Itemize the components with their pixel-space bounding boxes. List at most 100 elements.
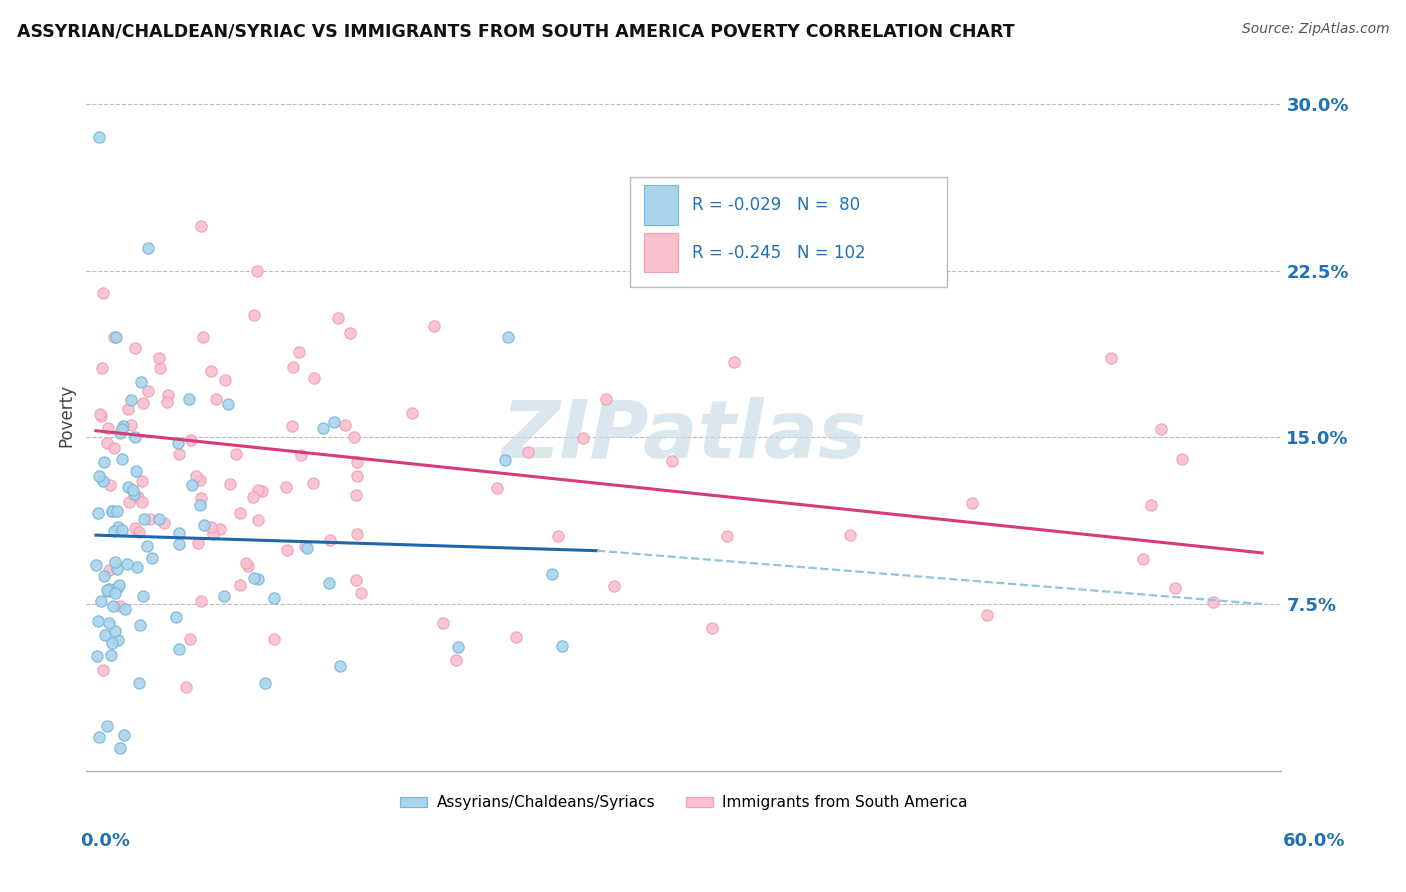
Point — [242, 490, 264, 504]
Point — [167, 436, 190, 450]
FancyBboxPatch shape — [630, 177, 946, 287]
Point — [960, 496, 983, 510]
Point — [96, 435, 118, 450]
Point — [103, 442, 125, 456]
Point — [131, 474, 153, 488]
Point — [117, 495, 139, 509]
Point — [97, 563, 120, 577]
Point — [111, 419, 134, 434]
Point — [93, 455, 115, 469]
Point — [127, 490, 149, 504]
Point — [89, 407, 111, 421]
Point — [716, 529, 738, 543]
Point — [167, 642, 190, 657]
Point — [97, 584, 120, 599]
Point — [205, 392, 228, 406]
Point — [122, 483, 145, 497]
Point — [90, 593, 112, 607]
Point — [246, 263, 269, 277]
Point — [295, 541, 318, 556]
Point — [700, 621, 723, 635]
Point — [104, 556, 127, 570]
Point — [124, 430, 146, 444]
Point — [200, 364, 222, 378]
Point — [87, 506, 110, 520]
Point — [1163, 581, 1185, 595]
Point — [214, 373, 236, 387]
Point — [423, 319, 446, 334]
Point — [165, 609, 187, 624]
Point — [302, 370, 325, 384]
Text: Source: ZipAtlas.com: Source: ZipAtlas.com — [1241, 22, 1389, 37]
Point — [447, 640, 470, 654]
Point — [108, 599, 131, 614]
Point — [243, 308, 266, 322]
Point — [125, 464, 148, 478]
Point — [517, 445, 540, 459]
Point — [96, 719, 118, 733]
Point — [200, 519, 222, 533]
Point — [114, 602, 136, 616]
Point — [217, 397, 239, 411]
Point — [343, 430, 366, 444]
Point — [138, 242, 160, 256]
Point — [93, 568, 115, 582]
Point — [283, 360, 305, 375]
Point — [290, 448, 312, 462]
Point — [311, 421, 333, 435]
Point — [117, 402, 139, 417]
Text: 0.0%: 0.0% — [80, 832, 131, 850]
Point — [177, 392, 200, 407]
Point — [263, 591, 285, 605]
Point — [148, 512, 170, 526]
Point — [108, 741, 131, 756]
Point — [132, 512, 155, 526]
Point — [87, 130, 110, 145]
Point — [288, 345, 311, 359]
Point — [326, 311, 349, 326]
Point — [135, 539, 157, 553]
Point — [90, 409, 112, 424]
Point — [91, 285, 114, 300]
Point — [186, 469, 208, 483]
Point — [1170, 451, 1192, 466]
Point — [344, 488, 367, 502]
Point — [169, 525, 191, 540]
Point — [401, 406, 423, 420]
Point — [541, 566, 564, 581]
Point — [329, 659, 352, 673]
Point — [149, 361, 172, 376]
Point — [153, 516, 176, 531]
Point — [107, 520, 129, 534]
Point — [212, 589, 235, 603]
Point — [120, 417, 142, 432]
Point — [1139, 498, 1161, 512]
Point — [1099, 351, 1122, 365]
Point — [108, 577, 131, 591]
Point — [505, 631, 527, 645]
Point — [124, 521, 146, 535]
Point — [190, 594, 212, 608]
Point — [105, 503, 128, 517]
Point — [444, 652, 467, 666]
Point — [188, 498, 211, 512]
Point — [107, 633, 129, 648]
Point — [976, 607, 998, 622]
Point — [120, 392, 142, 407]
Point — [246, 483, 269, 497]
Point — [128, 525, 150, 540]
Point — [129, 375, 152, 389]
Point — [928, 220, 950, 235]
Point — [129, 617, 152, 632]
Point — [346, 469, 368, 483]
Point — [723, 355, 745, 369]
Point — [238, 559, 260, 574]
Point — [318, 575, 340, 590]
Point — [603, 579, 626, 593]
Point — [156, 394, 179, 409]
Point — [229, 578, 252, 592]
Point — [247, 572, 270, 586]
Text: 60.0%: 60.0% — [1284, 832, 1346, 850]
Point — [97, 421, 120, 435]
Point — [225, 447, 247, 461]
